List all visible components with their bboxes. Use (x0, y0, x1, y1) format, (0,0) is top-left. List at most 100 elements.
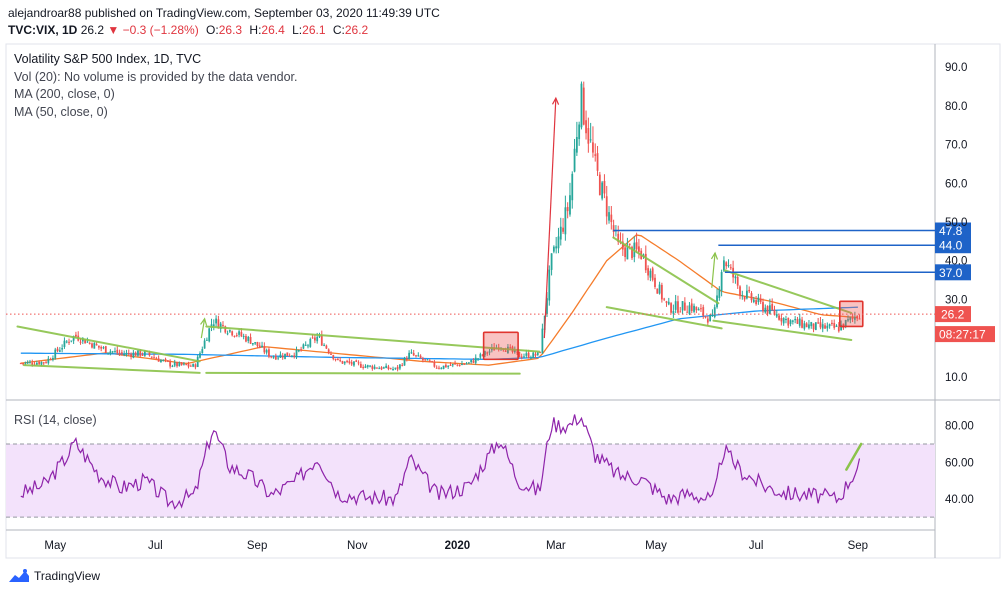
candle-body (851, 317, 854, 319)
candle-body (95, 344, 98, 346)
candle-body (334, 358, 337, 360)
candle-body (47, 358, 50, 364)
candle-body (550, 253, 553, 270)
candle-body (798, 318, 801, 326)
candle-body (803, 323, 806, 329)
candle-body (382, 367, 385, 369)
time-axis-tick: Mar (546, 540, 566, 552)
drawings-layer[interactable] (16, 96, 864, 471)
candle-body (426, 359, 429, 361)
candle-body (380, 367, 383, 370)
candle-body (314, 337, 316, 341)
candle-body (428, 360, 431, 362)
candle-body (180, 362, 183, 365)
candle-body (203, 340, 206, 349)
candle-body (477, 358, 479, 360)
candle-body (263, 346, 266, 353)
candle-body (123, 354, 126, 356)
candle-body (555, 246, 558, 249)
candle-body (656, 288, 659, 294)
candle-body (532, 352, 535, 358)
candle-body (52, 358, 54, 360)
price-level-label: 37.0 (939, 266, 963, 280)
legend-title[interactable]: Volatility S&P 500 Index, 1D, TVC (14, 52, 201, 66)
candle-body (435, 367, 438, 369)
candle-body (26, 361, 29, 364)
candle-body (824, 325, 826, 329)
rsi-trendline (845, 442, 863, 471)
candle-body (796, 319, 799, 324)
candle-body (509, 347, 512, 349)
candle-body (245, 336, 247, 342)
legend-rsi[interactable]: RSI (14, close) (14, 413, 97, 427)
candle-body (366, 365, 369, 367)
candle-body (718, 289, 721, 298)
candle-body (759, 298, 762, 302)
candle-body (596, 153, 599, 171)
candle-body (706, 318, 709, 323)
candle-body (589, 139, 592, 141)
candle-body (279, 354, 282, 358)
time-axis-tick: May (645, 540, 667, 552)
candle-body (297, 349, 300, 352)
candle-body (415, 355, 417, 357)
candle-body (49, 359, 52, 361)
candle-body (254, 342, 257, 344)
candle-body (42, 362, 45, 364)
candle-body (585, 120, 587, 134)
time-axis-tick: Sep (848, 540, 868, 552)
legend-ma200[interactable]: MA (200, close, 0) (14, 87, 115, 101)
candle-body (104, 346, 107, 353)
price-change: −0.3 (−1.28%) (122, 23, 199, 37)
time-axis[interactable]: May Jul Sep Nov 2020 Mar May Jul Sep (44, 540, 868, 552)
candle-body (729, 267, 732, 269)
candle-body (573, 148, 576, 172)
candle-body (401, 364, 404, 366)
candle-body (704, 316, 707, 318)
candle-body (153, 357, 155, 359)
candle-body (697, 308, 700, 311)
candle-body (727, 265, 730, 267)
candle-body (617, 233, 620, 243)
price-axis-tick: 80.0 (945, 101, 967, 113)
candle-body (431, 361, 433, 363)
candle-body (107, 352, 109, 354)
candle-body (330, 353, 332, 355)
candle-body (54, 349, 57, 359)
candle-body (357, 362, 360, 364)
candle-body (169, 361, 172, 367)
candle-body (249, 337, 252, 344)
candle-body (578, 124, 581, 140)
tradingview-brand[interactable]: TradingView (8, 568, 100, 584)
legend-ma50[interactable]: MA (50, close, 0) (14, 105, 108, 119)
candle-body (651, 268, 654, 280)
candle-body (137, 350, 139, 356)
candle-body (667, 301, 670, 305)
candle-body (226, 333, 229, 335)
candle-body (100, 346, 103, 349)
price-axis[interactable]: 10.0 30.0 40.0 50.0 60.0 70.0 80.0 90.0 (945, 62, 967, 384)
candle-body (143, 351, 146, 356)
candle-body (304, 344, 307, 346)
price-levels-layer: 47.844.0 37.0 26.2 08:27:17 (6, 222, 995, 343)
candle-body (785, 319, 787, 321)
candle-body (847, 319, 849, 321)
legend-volume[interactable]: Vol (20): No volume is provided by the d… (14, 70, 298, 84)
ma50-line (20, 234, 858, 366)
candle-body (780, 318, 783, 322)
candle-body (837, 326, 840, 332)
candle-body (392, 368, 394, 370)
breakout-arrow (711, 252, 716, 288)
candle-body (683, 302, 686, 311)
candle-body (56, 348, 59, 352)
rsi-axis[interactable]: 40.00 60.00 80.00 (945, 421, 974, 506)
spike-arrow-head (551, 96, 560, 105)
candle-body (362, 366, 365, 368)
symbol-name[interactable]: TVC:VIX, 1D (8, 23, 78, 37)
candle-body (111, 351, 114, 353)
candle-body (467, 362, 470, 364)
candle-body (605, 196, 608, 217)
candle-body (513, 350, 516, 353)
high-label: H: (249, 23, 262, 37)
